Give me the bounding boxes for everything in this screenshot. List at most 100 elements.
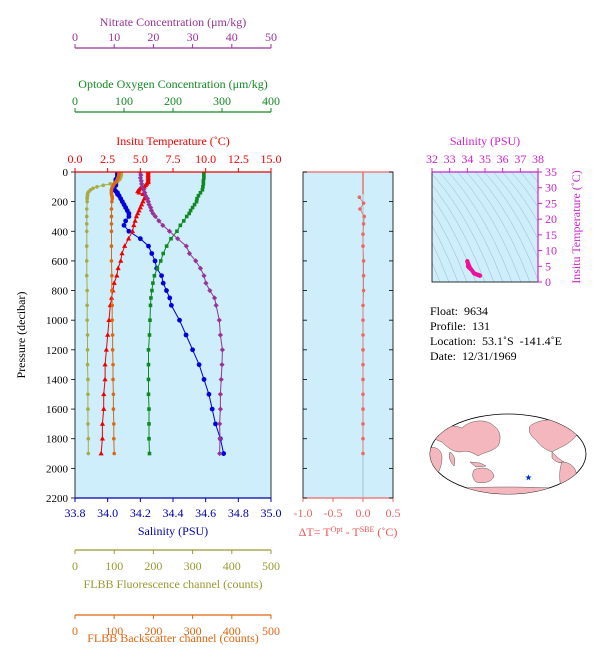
oxygen-marker [200, 187, 205, 192]
delta-t-plot-area [303, 172, 393, 498]
fluorescence-marker [86, 436, 91, 441]
ts-temperature-tick-label: 20 [545, 212, 557, 226]
oxygen-marker [196, 193, 201, 198]
oxygen-marker [201, 185, 205, 189]
fluorescence-marker [85, 199, 89, 204]
salinity-marker [213, 421, 218, 427]
ts-salinity-tick-label: 34 [461, 152, 473, 166]
backscatter-marker [109, 222, 114, 226]
oxygen-marker [146, 377, 151, 382]
delta-t-axis: -1.0 -0.5 0.0 0.5 [294, 171, 401, 520]
pressure-tick-label: 200 [52, 197, 69, 209]
salinity-marker [164, 288, 169, 293]
temperature-tick-label: 2.5 [100, 152, 115, 166]
temperature-marker [115, 265, 121, 271]
delta-t-point [361, 288, 366, 293]
bottom-axes: 33.8 34.0 34.2 34.4 34.6 34.8 35.0 Salinity (PS… [65, 498, 282, 645]
temperature-marker [99, 435, 106, 441]
pressure-tick-label: 1600 [46, 404, 69, 416]
delta-t-point [361, 436, 365, 441]
delta-t-points [357, 172, 367, 498]
oxygen-marker [161, 251, 165, 256]
backscatter-marker [110, 333, 115, 337]
backscatter-marker [112, 451, 116, 456]
pressure-tick-label: 1000 [46, 315, 69, 327]
nitrate-marker [217, 406, 224, 412]
nitrate-marker [197, 265, 204, 271]
backscatter-marker [109, 244, 114, 248]
ts-temperature-tick-label: 25 [545, 196, 557, 210]
nitrate-marker [218, 376, 224, 383]
fluorescence-tick-label: 0 [72, 559, 78, 573]
backscatter-tick-label: 100 [105, 624, 123, 638]
delta-t-point [361, 407, 365, 411]
backscatter-tick-label: 400 [223, 624, 241, 638]
temperature-marker [101, 406, 107, 411]
salinity-marker [177, 317, 182, 323]
pressure-tick-label: 1800 [46, 434, 69, 446]
delta-t-tick-label: -1.0 [294, 506, 313, 520]
salinity-marker [168, 302, 174, 308]
nitrate-marker [217, 436, 223, 442]
temperature-tick-label: 5.0 [133, 152, 148, 166]
nitrate-marker [156, 218, 162, 224]
delta-t-point [358, 207, 362, 211]
oxygen-marker [151, 281, 155, 285]
pressure-tick-label: 2000 [46, 463, 69, 475]
oxygen-tick-label: 0 [72, 94, 78, 108]
salinity-marker [121, 222, 127, 228]
oxygen-marker [190, 205, 195, 210]
backscatter-marker [111, 377, 115, 382]
temperature-marker [101, 391, 107, 397]
nitrate-tick-label: 40 [226, 30, 238, 44]
backscatter-tick-label: 300 [184, 624, 202, 638]
profile-value: 131 [472, 319, 490, 333]
pressure-tick-label: 800 [52, 286, 69, 298]
pressure-tick-label: 2200 [46, 493, 69, 505]
ts-salinity-tick-label: 33 [444, 152, 456, 166]
temperature-marker [106, 317, 112, 322]
temperature-marker [111, 280, 117, 285]
nitrate-marker [213, 302, 219, 308]
temperature-marker [119, 250, 125, 256]
oxygen-tick-label: 100 [115, 94, 133, 108]
temperature-marker [102, 361, 108, 367]
density-contour [475, 172, 538, 281]
nitrate-marker [217, 391, 224, 397]
temperature-axis-label: Insitu Temperature (˚C) [116, 134, 230, 148]
nitrate-marker [175, 236, 181, 242]
pressure-tick-label: 0 [63, 167, 69, 179]
backscatter-marker [111, 392, 116, 397]
delta-t-point [361, 451, 365, 456]
salinity-marker [159, 273, 164, 279]
ts-temperature-tick-label: 35 [545, 165, 557, 179]
fluorescence-marker [95, 185, 99, 189]
temperature-marker [132, 218, 138, 223]
backscatter-marker [109, 214, 114, 219]
backscatter-marker [111, 407, 116, 411]
oxygen-marker [147, 451, 152, 456]
temperature-marker [133, 213, 140, 219]
salinity-marker [206, 391, 212, 397]
ts-salinity-tick-label: 32 [426, 152, 438, 166]
salinity-tick-label: 34.8 [228, 506, 249, 520]
pressure-tick-label: 1400 [46, 374, 69, 386]
delta-t-axis-label: ΔT= TOpt - TSBE (˚C) [299, 525, 398, 540]
oxygen-marker [202, 176, 206, 180]
fluorescence-marker [86, 377, 90, 382]
top-axes: 0 10 20 30 40 50 Nitrate Concentration (μm/kg)… [68, 15, 282, 172]
ts-temperature-tick-label: 10 [545, 244, 557, 258]
nitrate-marker [217, 332, 224, 338]
density-contour [484, 172, 538, 259]
fluorescence-axis-label: FLBB Fluorescence channel (counts) [84, 577, 263, 591]
oxygen-marker [178, 223, 183, 228]
density-contour [520, 172, 538, 195]
temperature-tick-label: 15.0 [261, 152, 282, 166]
density-contour [529, 172, 538, 183]
fluorescence-marker [85, 303, 89, 308]
backscatter-marker [112, 436, 116, 441]
delta-t-point [361, 232, 365, 237]
nitrate-marker [211, 295, 218, 301]
oxygen-marker [152, 273, 157, 278]
oxygen-marker [175, 229, 179, 234]
